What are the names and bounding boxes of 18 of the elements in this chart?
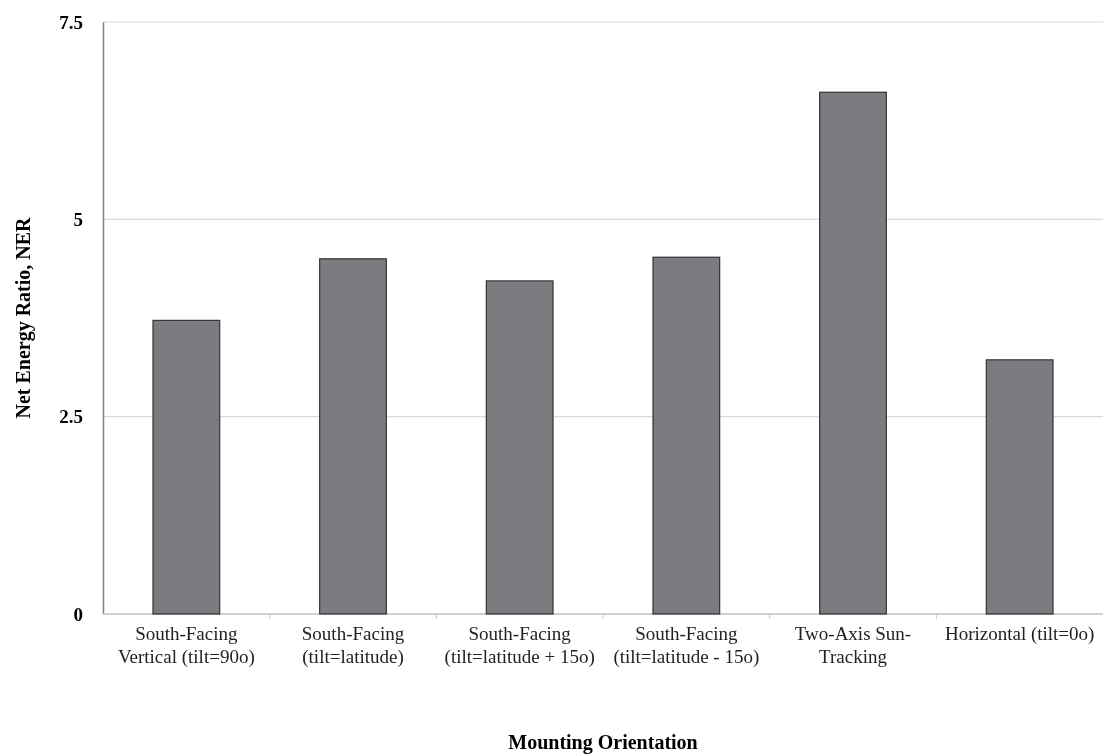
bar [152,319,221,615]
bar [485,280,554,615]
bar [652,256,721,615]
x-tick-label: South-Facing (tilt=latitude) [301,623,405,668]
x-axis-title: Mounting Orientation [508,731,698,754]
x-tick-label: South-Facing (tilt=latitude - 15o) [613,623,760,668]
x-tick-label: South-Facing (tilt=latitude + 15o) [444,623,595,668]
y-tick-label: 0 [73,603,83,625]
bar [819,91,887,615]
bar [985,359,1054,615]
x-tick-label: Two-Axis Sun-Tracking [794,623,912,667]
y-tick-label: 2.5 [59,406,83,428]
y-tick-label: 7.5 [59,11,83,33]
y-tick-label: 5 [73,208,83,230]
bar [319,258,387,615]
x-tick-label: Horizontal (tilt=0o) [944,623,1095,645]
y-axis-title: Net Energy Ratio, NER [12,216,35,419]
x-tick-label: South-Facing Vertical (tilt=90o) [117,623,255,668]
